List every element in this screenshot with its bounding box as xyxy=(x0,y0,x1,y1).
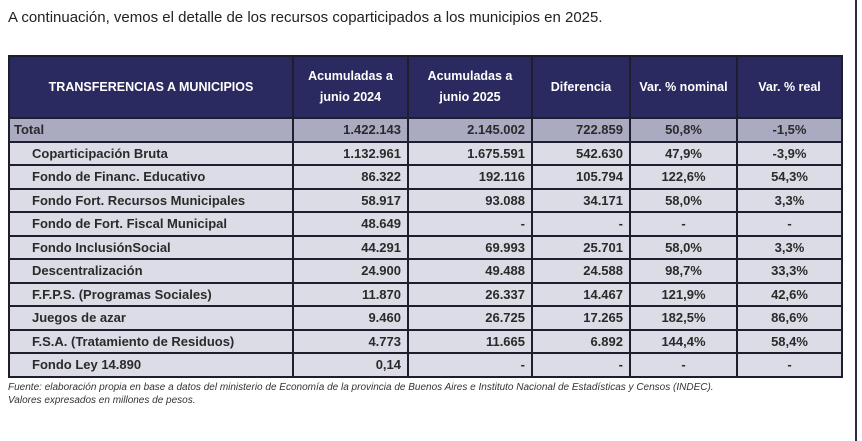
difference: - xyxy=(531,211,631,237)
table-row: F.S.A. (Tratamiento de Residuos) 4.773 11.… xyxy=(8,328,843,354)
value-2024: 44.291 xyxy=(292,234,409,260)
var-real: 42,6% xyxy=(736,281,843,307)
header-junio-2024: Acumuladas a junio 2024 xyxy=(292,55,409,119)
row-label: F.S.A. (Tratamiento de Residuos) xyxy=(8,328,294,354)
var-real: -1,5% xyxy=(736,117,843,143)
table-row: Descentralización 24.900 49.488 24.588 98,7%… xyxy=(8,258,843,284)
value-2025: 1.675.591 xyxy=(407,140,533,166)
row-label: Coparticipación Bruta xyxy=(8,140,294,166)
difference: 34.171 xyxy=(531,187,631,213)
difference: 6.892 xyxy=(531,328,631,354)
value-2024: 48.649 xyxy=(292,211,409,237)
value-2025: 69.993 xyxy=(407,234,533,260)
table-row: Fondo Fort. Recursos Municipales 58.917 93… xyxy=(8,187,843,213)
var-nominal: 122,6% xyxy=(629,164,738,190)
var-nominal: 98,7% xyxy=(629,258,738,284)
value-2025: 26.725 xyxy=(407,305,533,331)
value-2025: 93.088 xyxy=(407,187,533,213)
difference: 542.630 xyxy=(531,140,631,166)
difference: 25.701 xyxy=(531,234,631,260)
value-2024: 11.870 xyxy=(292,281,409,307)
value-2024: 1.422.143 xyxy=(292,117,409,143)
value-2024: 9.460 xyxy=(292,305,409,331)
table-row: Fondo de Fort. Fiscal Municipal 48.649- - -… xyxy=(8,211,843,237)
var-real: - xyxy=(736,211,843,237)
difference: 105.794 xyxy=(531,164,631,190)
value-2025: 2.145.002 xyxy=(407,117,533,143)
var-nominal: - xyxy=(629,352,738,378)
var-nominal: 50,8% xyxy=(629,117,738,143)
var-nominal: 58,0% xyxy=(629,187,738,213)
row-label: Fondo de Fort. Fiscal Municipal xyxy=(8,211,294,237)
var-real: 3,3% xyxy=(736,187,843,213)
var-real: 3,3% xyxy=(736,234,843,260)
header-var-nominal: Var. % nominal xyxy=(629,55,738,119)
value-2025: 49.488 xyxy=(407,258,533,284)
table-row: Coparticipación Bruta 1.132.961 1.675.591 5… xyxy=(8,140,843,166)
row-label: Juegos de azar xyxy=(8,305,294,331)
header-diferencia: Diferencia xyxy=(531,55,631,119)
value-2025: - xyxy=(407,352,533,378)
header-junio-2025: Acumuladas a junio 2025 xyxy=(407,55,533,119)
value-2024: 4.773 xyxy=(292,328,409,354)
var-real: 86,6% xyxy=(736,305,843,331)
row-label: Fondo InclusiónSocial xyxy=(8,234,294,260)
header-transferencias: TRANSFERENCIAS A MUNICIPIOS xyxy=(8,55,294,119)
value-2025: - xyxy=(407,211,533,237)
row-label: Fondo de Financ. Educativo xyxy=(8,164,294,190)
table-row: Fondo de Financ. Educativo 86.322 192.116 1… xyxy=(8,164,843,190)
value-2025: 11.665 xyxy=(407,328,533,354)
footnote: Fuente: elaboración propia en base a dat… xyxy=(8,381,714,407)
table-row: Fondo InclusiónSocial 44.291 69.993 25.701 5… xyxy=(8,234,843,260)
var-real: -3,9% xyxy=(736,140,843,166)
row-label: Fondo Ley 14.890 xyxy=(8,352,294,378)
value-2024: 1.132.961 xyxy=(292,140,409,166)
footnote-units: Valores expresados en millones de pesos. xyxy=(8,395,196,406)
value-2024: 86.322 xyxy=(292,164,409,190)
intro-text: A continuación, vemos el detalle de los … xyxy=(8,9,603,26)
row-label: Total xyxy=(8,117,294,143)
row-label: Descentralización xyxy=(8,258,294,284)
total-row: Total 1.422.143 2.145.002 722.859 50,8% -1,5% xyxy=(8,117,843,143)
var-real: 54,3% xyxy=(736,164,843,190)
table-row: Juegos de azar 9.460 26.725 17.265 182,5% 86,… xyxy=(8,305,843,331)
var-real: - xyxy=(736,352,843,378)
var-nominal: 47,9% xyxy=(629,140,738,166)
var-real: 58,4% xyxy=(736,328,843,354)
difference: 14.467 xyxy=(531,281,631,307)
difference: 17.265 xyxy=(531,305,631,331)
difference: 24.588 xyxy=(531,258,631,284)
value-2025: 192.116 xyxy=(407,164,533,190)
value-2024: 58.917 xyxy=(292,187,409,213)
header-var-real: Var. % real xyxy=(736,55,843,119)
value-2024: 24.900 xyxy=(292,258,409,284)
table-row: Fondo Ley 14.890 0,14- - - - xyxy=(8,352,843,378)
value-2025: 26.337 xyxy=(407,281,533,307)
value-2024: 0,14 xyxy=(292,352,409,378)
transfers-table: TRANSFERENCIAS A MUNICIPIOS Acumuladas a… xyxy=(8,55,843,378)
footnote-source: Fuente: elaboración propia en base a dat… xyxy=(8,382,714,393)
var-nominal: 121,9% xyxy=(629,281,738,307)
table-header-row: TRANSFERENCIAS A MUNICIPIOS Acumuladas a… xyxy=(8,55,843,119)
row-label: Fondo Fort. Recursos Municipales xyxy=(8,187,294,213)
var-nominal: 58,0% xyxy=(629,234,738,260)
row-label: F.F.P.S. (Programas Sociales) xyxy=(8,281,294,307)
divider xyxy=(855,0,857,441)
var-nominal: - xyxy=(629,211,738,237)
difference: - xyxy=(531,352,631,378)
table-row: F.F.P.S. (Programas Sociales) 11.870 26.33… xyxy=(8,281,843,307)
var-nominal: 144,4% xyxy=(629,328,738,354)
difference: 722.859 xyxy=(531,117,631,143)
var-nominal: 182,5% xyxy=(629,305,738,331)
var-real: 33,3% xyxy=(736,258,843,284)
